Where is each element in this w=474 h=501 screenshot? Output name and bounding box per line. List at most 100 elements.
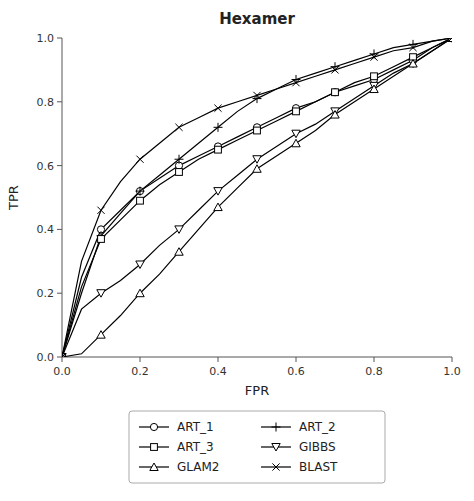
marker — [293, 108, 300, 115]
x-tick — [218, 357, 219, 362]
marker — [137, 197, 144, 204]
marker — [292, 130, 300, 138]
x-axis-label: FPR — [245, 383, 269, 398]
marker — [175, 226, 183, 234]
x-tick-label: 1.0 — [443, 365, 461, 378]
marker — [409, 60, 417, 67]
marker — [292, 139, 300, 147]
y-tick — [57, 165, 62, 166]
x-tick — [452, 357, 453, 362]
line — [62, 38, 452, 357]
legend-item: ART_2 — [261, 420, 336, 434]
line — [62, 38, 452, 357]
x-tick — [62, 357, 63, 362]
legend-marker — [150, 463, 158, 471]
marker — [97, 290, 105, 298]
x-tick — [374, 357, 375, 362]
legend-label: BLAST — [299, 460, 338, 474]
legend-item: ART_3 — [139, 440, 214, 454]
marker — [370, 85, 378, 93]
y-tick-label: 0.0 — [37, 351, 55, 364]
legend-marker — [272, 423, 281, 432]
line — [62, 38, 452, 357]
series — [62, 38, 452, 357]
y-tick-label: 0.8 — [37, 96, 55, 109]
series — [62, 38, 452, 357]
legend: ART_1 ART_2 ART_3 GIBBS GLAM2 BLAST — [129, 411, 385, 483]
marker — [176, 169, 183, 176]
y-tick — [57, 229, 62, 230]
axes: 0.0 0.2 0.4 0.6 0.8 1.0 0.0 0.2 0.4 0.6 0.8 1.0 FPR T… — [6, 32, 461, 398]
legend-label: ART_3 — [177, 440, 214, 454]
marker — [175, 155, 184, 164]
legend-item: GIBBS — [261, 440, 336, 454]
marker — [448, 38, 452, 42]
chart: Hexamer 0.0 0.2 0.4 0.6 0.8 1.0 0.0 0.2 0.4 0.6 0.8… — [0, 0, 474, 501]
legend-marker — [272, 463, 279, 470]
legend-box — [129, 411, 385, 483]
legend-item: BLAST — [261, 460, 338, 474]
marker — [214, 105, 221, 112]
marker — [371, 73, 378, 80]
marker — [370, 54, 377, 61]
legend-label: GLAM2 — [177, 460, 219, 474]
y-axis-label: TPR — [6, 185, 21, 211]
y-tick-label: 1.0 — [37, 32, 55, 45]
marker — [214, 203, 222, 211]
y-axis-line — [62, 38, 63, 357]
line — [62, 38, 452, 357]
marker — [175, 124, 182, 131]
marker — [214, 123, 223, 132]
x-tick — [296, 357, 297, 362]
plot-area — [62, 38, 452, 357]
legend-item: GLAM2 — [139, 460, 219, 474]
marker — [97, 331, 105, 339]
marker — [136, 187, 145, 196]
marker — [253, 92, 260, 99]
marker — [292, 79, 299, 86]
marker — [62, 353, 66, 357]
marker — [98, 236, 105, 243]
legend-marker — [150, 423, 157, 430]
x-tick-label: 0.6 — [287, 365, 305, 378]
marker — [136, 289, 144, 297]
marker — [253, 165, 261, 173]
marker — [97, 207, 104, 214]
marker — [215, 146, 222, 153]
y-tick — [57, 293, 62, 294]
y-tick — [57, 38, 62, 39]
title: Hexamer — [219, 10, 295, 28]
marker — [331, 111, 339, 119]
y-tick-label: 0.6 — [37, 160, 55, 173]
x-axis-line — [62, 357, 452, 358]
x-tick-label: 0.4 — [209, 365, 227, 378]
marker — [136, 261, 144, 269]
series — [62, 38, 452, 357]
x-tick-label: 0.2 — [131, 365, 149, 378]
series — [62, 38, 452, 357]
y-tick-label: 0.4 — [37, 223, 55, 236]
marker — [253, 156, 261, 164]
marker — [331, 89, 338, 96]
marker — [409, 44, 416, 51]
marker — [214, 188, 222, 196]
marker — [331, 66, 338, 73]
x-tick-label: 0.0 — [53, 365, 71, 378]
y-tick — [57, 101, 62, 102]
legend-marker — [151, 444, 158, 451]
marker — [332, 89, 339, 96]
x-tick-label: 0.8 — [365, 365, 383, 378]
y-tick-label: 0.2 — [37, 287, 55, 300]
legend-label: GIBBS — [299, 440, 336, 454]
legend-label: ART_2 — [299, 420, 336, 434]
legend-marker — [272, 444, 280, 452]
marker — [175, 248, 183, 256]
line — [62, 38, 452, 357]
legend-item: ART_1 — [139, 420, 214, 434]
y-tick — [57, 357, 62, 358]
marker — [254, 127, 261, 134]
x-tick — [140, 357, 141, 362]
legend-label: ART_1 — [177, 420, 214, 434]
series — [62, 38, 452, 357]
line — [62, 38, 452, 357]
